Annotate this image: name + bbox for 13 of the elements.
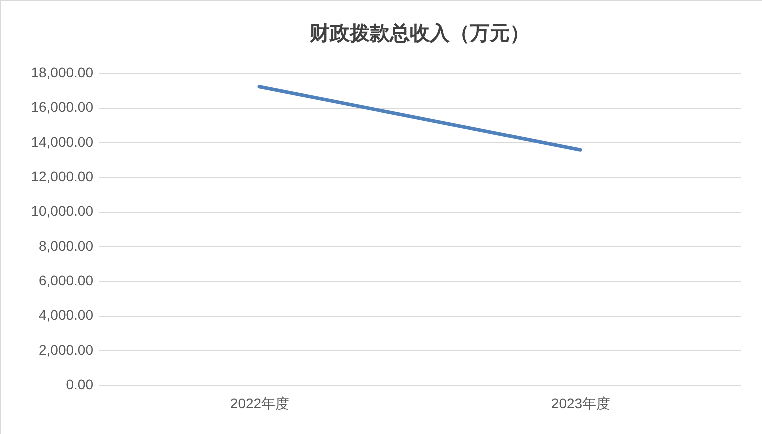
y-tick-label: 2,000.00 — [39, 342, 94, 358]
y-tick-label: 12,000.00 — [31, 168, 94, 184]
x-tick-label: 2023年度 — [551, 396, 611, 412]
y-tick-label: 14,000.00 — [31, 134, 94, 150]
x-tick-label: 2022年度 — [230, 396, 290, 412]
y-tick-label: 10,000.00 — [31, 203, 94, 220]
y-tick-label: 18,000.00 — [31, 64, 94, 80]
y-tick-label: 6,000.00 — [39, 272, 94, 288]
y-tick-label: 0.00 — [66, 376, 94, 392]
y-tick-label: 16,000.00 — [31, 99, 94, 116]
y-tick-label: 8,000.00 — [39, 238, 94, 254]
y-tick-label: 4,000.00 — [39, 307, 94, 324]
chart-title: 财政拨款总收入（万元） — [309, 22, 530, 45]
